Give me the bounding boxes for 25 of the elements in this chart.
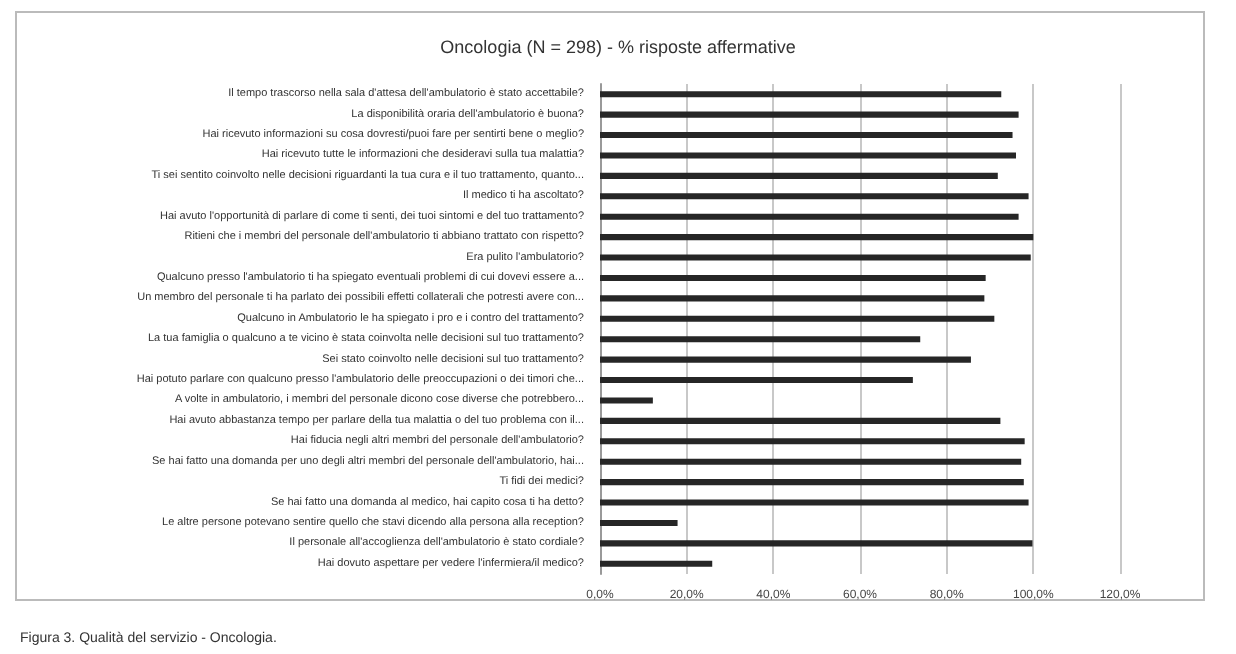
bar	[600, 234, 1034, 241]
bar	[600, 560, 713, 567]
bar	[600, 499, 1029, 506]
bar	[600, 274, 986, 282]
bar	[600, 91, 1002, 98]
bar	[600, 336, 921, 343]
bar	[600, 519, 678, 527]
bar	[600, 376, 913, 384]
bar	[600, 417, 1001, 424]
bar	[600, 193, 1029, 200]
bar	[600, 397, 653, 404]
bar	[600, 458, 1022, 465]
bar	[600, 315, 995, 322]
bar	[600, 254, 1031, 261]
chart-title: Oncologia (N = 298) - % risposte affermative	[440, 37, 796, 57]
bar	[600, 438, 1025, 445]
bar	[600, 111, 1019, 118]
bar	[600, 479, 1024, 486]
bar	[600, 213, 1019, 220]
bar	[600, 356, 971, 363]
bar	[600, 152, 1016, 159]
bar	[600, 540, 1033, 547]
bar	[600, 131, 1013, 139]
bar	[600, 295, 985, 302]
bar	[600, 172, 998, 179]
